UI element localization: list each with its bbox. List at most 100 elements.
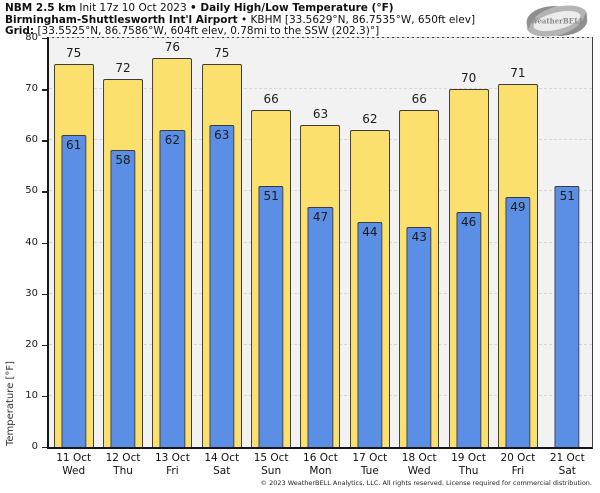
- y-tick-label: 30: [25, 287, 38, 299]
- bar-group-12-oct: 72 58: [98, 38, 147, 447]
- high-value-label: 70: [460, 71, 477, 86]
- x-tick-day: Wed: [62, 464, 86, 477]
- low-bar: [61, 135, 87, 447]
- chart-header: NBM 2.5 km Init 17z 10 Oct 2023 • Daily …: [5, 2, 475, 38]
- x-tick-day: Sun: [261, 464, 282, 477]
- x-tick-day: Sat: [558, 464, 576, 477]
- logo-text: WeatherBELL: [529, 17, 584, 26]
- x-tick-day: Fri: [166, 464, 179, 477]
- weatherbell-logo: WeatherBELL: [517, 1, 597, 45]
- x-tick-day: Wed: [407, 464, 431, 477]
- low-value-label: 58: [115, 153, 131, 168]
- x-tick-date: 19 Oct: [451, 452, 486, 464]
- y-tick-label: 60: [25, 134, 38, 146]
- gridline-80: [49, 37, 592, 38]
- low-value-label: 46: [460, 214, 477, 229]
- x-tick-label: 13 Oct Fri: [148, 452, 197, 477]
- high-value-label: 76: [164, 40, 181, 55]
- x-tick-label: 17 Oct Tue: [345, 452, 394, 477]
- low-bar: [159, 130, 185, 447]
- high-value-label: 72: [115, 60, 131, 75]
- y-tick-label: 70: [25, 83, 38, 95]
- y-tick-mark: [42, 344, 47, 347]
- x-tick-date: 17 Oct: [352, 452, 388, 464]
- low-value-label: 47: [312, 209, 329, 224]
- x-tick-date: 21 Oct: [549, 452, 585, 464]
- grid-label: Grid:: [5, 25, 35, 38]
- plot-area: 75 61 72 58 76 62 75 63 66 51 63 47 62 44 66 43 70 46 71 49…: [47, 37, 593, 449]
- low-bar: [307, 206, 334, 447]
- bar-group-17-oct: 62 44: [345, 38, 394, 447]
- x-tick-date: 16 Oct: [303, 452, 338, 464]
- y-tick-mark: [42, 447, 47, 449]
- low-value-label: 51: [263, 189, 279, 204]
- x-tick-date: 13 Oct: [154, 452, 190, 464]
- x-tick-day: Thu: [458, 464, 479, 477]
- y-tick-label: 20: [25, 338, 38, 350]
- bar-group-16-oct: 63 47: [296, 38, 345, 447]
- x-tick-label: 16 Oct Mon: [296, 452, 345, 477]
- high-value-label: 66: [263, 91, 279, 106]
- x-tick-date: 14 Oct: [204, 452, 240, 464]
- gridline-70: [49, 88, 592, 90]
- y-tick-label: 40: [25, 236, 38, 248]
- x-tick-day: Mon: [309, 464, 332, 477]
- y-tick-mark: [42, 293, 47, 296]
- grid-details: [33.5525°N, 86.7586°W, 604ft elev, 0.78m…: [34, 25, 380, 38]
- high-value-label: 71: [510, 66, 526, 81]
- x-tick-date: 12 Oct: [105, 452, 141, 464]
- y-tick-mark: [42, 89, 47, 91]
- x-tick-day: Tue: [360, 464, 379, 477]
- x-tick-label: 15 Oct Sun: [246, 452, 295, 477]
- bar-group-18-oct: 66 43: [395, 38, 444, 447]
- low-bar: [258, 186, 284, 447]
- y-tick-mark: [42, 38, 47, 40]
- high-value-label: 63: [312, 106, 329, 121]
- weatherbell-logo-icon: WeatherBELL: [526, 5, 588, 37]
- low-bar: [505, 196, 531, 447]
- bar-group-11-oct: 75 61: [49, 38, 98, 447]
- y-tick-label: 50: [25, 185, 38, 197]
- x-tick-label: 19 Oct Thu: [444, 452, 493, 477]
- station-name: Birmingham-Shuttlesworth Int'l Airport: [5, 13, 238, 26]
- y-tick-label: 10: [25, 389, 38, 401]
- bars-layer: 75 61 72 58 76 62 75 63 66 51 63 47 62 44 66 43 70 46 71 49…: [49, 38, 592, 447]
- bar-group-21-oct: 51: [543, 38, 592, 447]
- header-line-station: Birmingham-Shuttlesworth Int'l Airport •…: [5, 13, 475, 27]
- low-value-label: 43: [411, 230, 427, 245]
- high-value-label: 75: [214, 45, 230, 60]
- model-name: NBM 2.5 km: [5, 2, 77, 14]
- y-tick-mark: [42, 242, 47, 244]
- low-bar: [357, 222, 383, 447]
- bar-group-14-oct: 75 63: [197, 38, 246, 447]
- x-tick-label: 11 Oct Wed: [49, 452, 98, 477]
- y-tick-mark: [42, 395, 47, 398]
- x-tick-label: 12 Oct Thu: [98, 452, 147, 477]
- bar-group-13-oct: 76 62: [148, 38, 197, 447]
- y-tick-mark: [42, 191, 47, 193]
- x-tick-day: Fri: [511, 464, 525, 477]
- x-tick-date: 11 Oct: [56, 452, 92, 464]
- x-axis-labels: 11 Oct Wed 12 Oct Thu 13 Oct Fri 14 Oct Sat 15 O…: [49, 452, 592, 477]
- low-bar: [406, 227, 432, 447]
- y-tick-mark: [42, 140, 47, 142]
- copyright-notice: © 2023 WeatherBELL Analytics, LLC. All r…: [260, 479, 592, 487]
- high-value-label: 66: [411, 91, 427, 106]
- bar-group-15-oct: 66 51: [246, 38, 295, 447]
- low-value-label: 51: [559, 189, 575, 204]
- low-value-label: 63: [214, 127, 230, 142]
- header-line-model: NBM 2.5 km Init 17z 10 Oct 2023 • Daily …: [5, 2, 475, 15]
- x-tick-day: Sat: [213, 464, 231, 477]
- low-bar: [455, 211, 482, 447]
- low-value-label: 44: [362, 225, 378, 240]
- low-bar: [110, 150, 136, 447]
- low-bar: [209, 124, 235, 447]
- y-tick-label: 80: [25, 32, 38, 43]
- x-tick-date: 20 Oct: [500, 452, 536, 464]
- x-tick-date: 18 Oct: [401, 452, 437, 464]
- product-title: • Daily High/Low Temperature (°F): [190, 2, 394, 14]
- x-tick-label: 18 Oct Wed: [395, 452, 444, 477]
- x-tick-label: 14 Oct Sat: [197, 452, 246, 477]
- low-value-label: 49: [510, 199, 526, 214]
